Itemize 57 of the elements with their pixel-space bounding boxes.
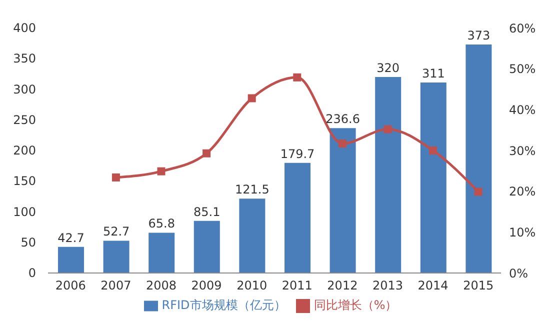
point xyxy=(248,94,256,102)
data-label: 179.7 xyxy=(280,146,315,161)
data-label: 42.7 xyxy=(58,230,84,245)
data-label: 85.1 xyxy=(194,204,220,219)
bar xyxy=(239,198,266,273)
point xyxy=(429,146,438,154)
y-tick-label: 350 xyxy=(13,52,36,66)
y-tick-label: 400 xyxy=(13,21,36,35)
x-tick-label: 2006 xyxy=(55,278,86,293)
bar xyxy=(148,232,175,273)
data-label: 373 xyxy=(467,28,490,43)
x-tick-label: 2010 xyxy=(236,278,268,293)
y-tick-label: 250 xyxy=(13,112,36,127)
y-tick-label: 50 xyxy=(20,235,36,250)
x-tick-label: 2015 xyxy=(463,278,494,293)
y2-tick-label: 60% xyxy=(509,21,536,36)
point xyxy=(384,125,392,134)
x-tick-label: 2011 xyxy=(282,278,312,293)
y-tick-label: 100 xyxy=(13,204,36,219)
y2-tick-label: 10% xyxy=(509,225,536,240)
y2-tick-label: 40% xyxy=(509,102,536,117)
y-tick-label: 300 xyxy=(13,82,36,96)
x-tick-label: 2008 xyxy=(146,278,177,293)
legend-label: 同比增长（%） xyxy=(314,298,398,312)
bar xyxy=(375,77,402,273)
data-label: 52.7 xyxy=(102,224,130,239)
x-tick-label: 2012 xyxy=(327,278,358,293)
point xyxy=(112,173,120,182)
data-label: 65.8 xyxy=(148,216,175,231)
data-label: 311 xyxy=(422,66,445,81)
bar xyxy=(103,240,130,273)
point xyxy=(338,140,346,148)
x-tick-label: 2013 xyxy=(372,278,404,293)
x-tick-label: 2007 xyxy=(100,278,132,293)
bar xyxy=(466,44,492,273)
point xyxy=(293,73,302,82)
x-tick-label: 2009 xyxy=(191,278,222,293)
bar xyxy=(58,246,84,273)
y-tick-label: 150 xyxy=(13,174,36,188)
data-label: 236.6 xyxy=(326,112,360,126)
bar xyxy=(284,162,310,273)
x-tick-label: 2014 xyxy=(418,278,448,293)
y2-tick-label: 50% xyxy=(509,62,536,76)
y2-tick-label: 30% xyxy=(509,144,536,158)
y2-tick-label: 20% xyxy=(509,184,536,199)
point xyxy=(157,167,166,176)
point xyxy=(202,149,211,158)
bar xyxy=(420,82,446,273)
legend-label: RFID市场规模（亿元） xyxy=(162,298,286,312)
data-label: 320 xyxy=(376,61,400,75)
bar xyxy=(194,220,220,273)
bar xyxy=(330,128,356,273)
y-tick-label: 0 xyxy=(28,266,36,280)
y-tick-label: 200 xyxy=(13,144,36,158)
y2-tick-label: 0% xyxy=(509,266,528,280)
point xyxy=(474,188,482,196)
data-label: 121.5 xyxy=(235,182,270,197)
